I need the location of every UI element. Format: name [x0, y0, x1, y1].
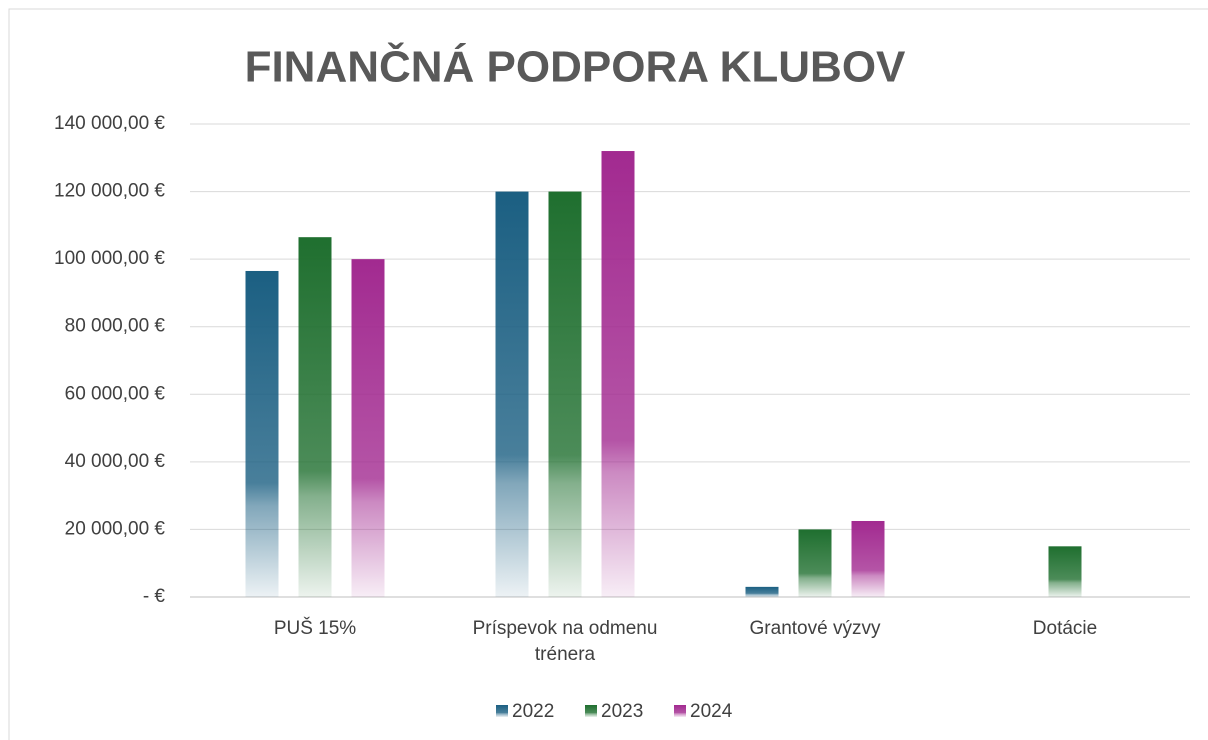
y-tick-label: 100 000,00 €: [54, 248, 165, 269]
legend-label: 2024: [690, 701, 733, 722]
y-tick-label: 80 000,00 €: [65, 316, 166, 337]
y-tick-label: - €: [143, 586, 166, 607]
y-tick-label: 60 000,00 €: [65, 383, 166, 404]
legend-label: 2022: [512, 701, 554, 722]
bar: [548, 191, 582, 598]
x-tick-label: Príspevok na odmenu trénera: [472, 618, 658, 665]
bar: [351, 259, 385, 597]
x-tick-label: PUŠ 15%: [273, 618, 357, 639]
legend-swatch: [674, 705, 686, 717]
x-tick-label: Grantové výzvy: [749, 618, 881, 639]
legend-swatch: [585, 705, 597, 717]
bar: [298, 237, 332, 598]
y-tick-label: 120 000,00 €: [54, 181, 165, 202]
bar: [745, 586, 779, 597]
bar: [495, 191, 529, 598]
bar: [1048, 546, 1082, 597]
bar: [601, 151, 635, 597]
bar: [245, 270, 279, 597]
chart-border: [8, 8, 1208, 740]
legend-swatch: [496, 705, 508, 717]
y-tick-label: 20 000,00 €: [65, 518, 166, 539]
chart-title: FINANČNÁ PODPORA KLUBOV: [245, 41, 906, 92]
legend-label: 2023: [601, 701, 643, 722]
y-tick-label: 40 000,00 €: [65, 451, 166, 472]
bar: [798, 529, 832, 597]
bar: [851, 520, 885, 597]
y-tick-label: 140 000,00 €: [54, 113, 165, 134]
x-tick-label: Dotácie: [1032, 618, 1098, 639]
